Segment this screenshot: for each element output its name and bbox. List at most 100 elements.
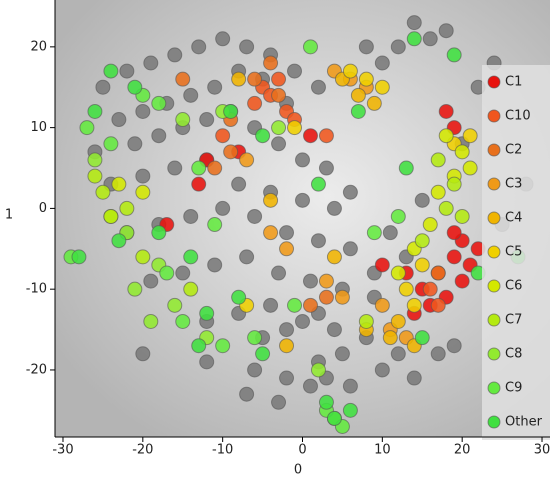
point: [167, 47, 183, 63]
point: [342, 378, 358, 394]
legend-label: C5: [505, 245, 522, 260]
point: [247, 330, 263, 346]
point: [247, 208, 263, 224]
point: [95, 79, 111, 95]
point: [295, 313, 310, 329]
point: [215, 200, 231, 216]
point: [183, 208, 199, 224]
point: [143, 273, 159, 289]
point: [279, 322, 295, 338]
point: [135, 346, 151, 362]
point: [231, 289, 247, 305]
point: [422, 217, 438, 233]
point: [302, 297, 318, 313]
legend-marker: [487, 415, 501, 429]
point: [111, 112, 127, 128]
point: [151, 225, 167, 241]
point: [326, 249, 342, 265]
point: [183, 87, 199, 103]
point: [446, 338, 462, 354]
point: [326, 200, 342, 216]
point: [127, 281, 143, 297]
point: [103, 136, 119, 152]
point: [406, 15, 422, 31]
point: [334, 346, 350, 362]
point: [310, 176, 326, 192]
point: [326, 322, 342, 338]
legend-label: C10: [505, 109, 531, 124]
point: [199, 354, 215, 370]
point: [390, 313, 406, 329]
point: [231, 176, 247, 192]
y-axis-title: 1: [5, 208, 13, 223]
point: [334, 289, 350, 305]
points: [63, 15, 534, 434]
point: [103, 63, 119, 79]
point: [414, 257, 430, 273]
point: [135, 184, 151, 200]
point: [287, 297, 303, 313]
point: [183, 281, 199, 297]
point: [390, 265, 406, 281]
point: [239, 39, 255, 55]
legend: C1 C10 C2 C3 C4 C5 C6 C7 C8 C9 Other: [487, 75, 543, 430]
point: [263, 297, 279, 313]
legend-label: C8: [505, 347, 522, 362]
point: [263, 225, 279, 241]
point: [366, 95, 382, 111]
x-tick-label: -30: [52, 443, 73, 458]
point: [318, 128, 334, 144]
point: [183, 249, 199, 265]
point: [135, 103, 151, 119]
point: [207, 79, 223, 95]
point: [342, 241, 358, 257]
point: [71, 249, 87, 265]
point: [358, 313, 374, 329]
point: [430, 152, 446, 168]
point: [430, 265, 446, 281]
point: [374, 55, 390, 71]
point: [215, 128, 231, 144]
point: [398, 281, 414, 297]
point: [382, 225, 398, 241]
legend-marker: [487, 245, 501, 259]
point: [175, 71, 191, 87]
y-tick-label: 0: [39, 201, 47, 216]
point: [119, 200, 135, 216]
point: [430, 346, 446, 362]
point: [438, 23, 454, 39]
point: [302, 273, 318, 289]
point: [302, 378, 318, 394]
point: [390, 208, 406, 224]
point: [271, 120, 287, 136]
point: [247, 95, 263, 111]
legend-label: C6: [505, 279, 522, 294]
point: [454, 144, 470, 160]
point: [318, 289, 334, 305]
point: [95, 184, 111, 200]
point: [215, 31, 231, 47]
point: [255, 346, 271, 362]
legend-label: Other: [505, 415, 543, 430]
point: [454, 208, 470, 224]
point: [271, 394, 287, 410]
point: [79, 120, 95, 136]
point: [406, 370, 422, 386]
point: [279, 338, 295, 354]
point: [382, 330, 398, 346]
point: [366, 225, 382, 241]
legend-marker: [487, 313, 501, 327]
point: [462, 128, 478, 144]
point: [247, 71, 263, 87]
point: [446, 225, 462, 241]
point: [271, 136, 287, 152]
point: [422, 31, 438, 47]
legend-marker: [487, 347, 501, 361]
point: [167, 297, 183, 313]
point: [374, 362, 390, 378]
point: [87, 168, 103, 184]
point: [287, 120, 303, 136]
point: [103, 208, 119, 224]
point: [279, 241, 295, 257]
point: [414, 192, 430, 208]
